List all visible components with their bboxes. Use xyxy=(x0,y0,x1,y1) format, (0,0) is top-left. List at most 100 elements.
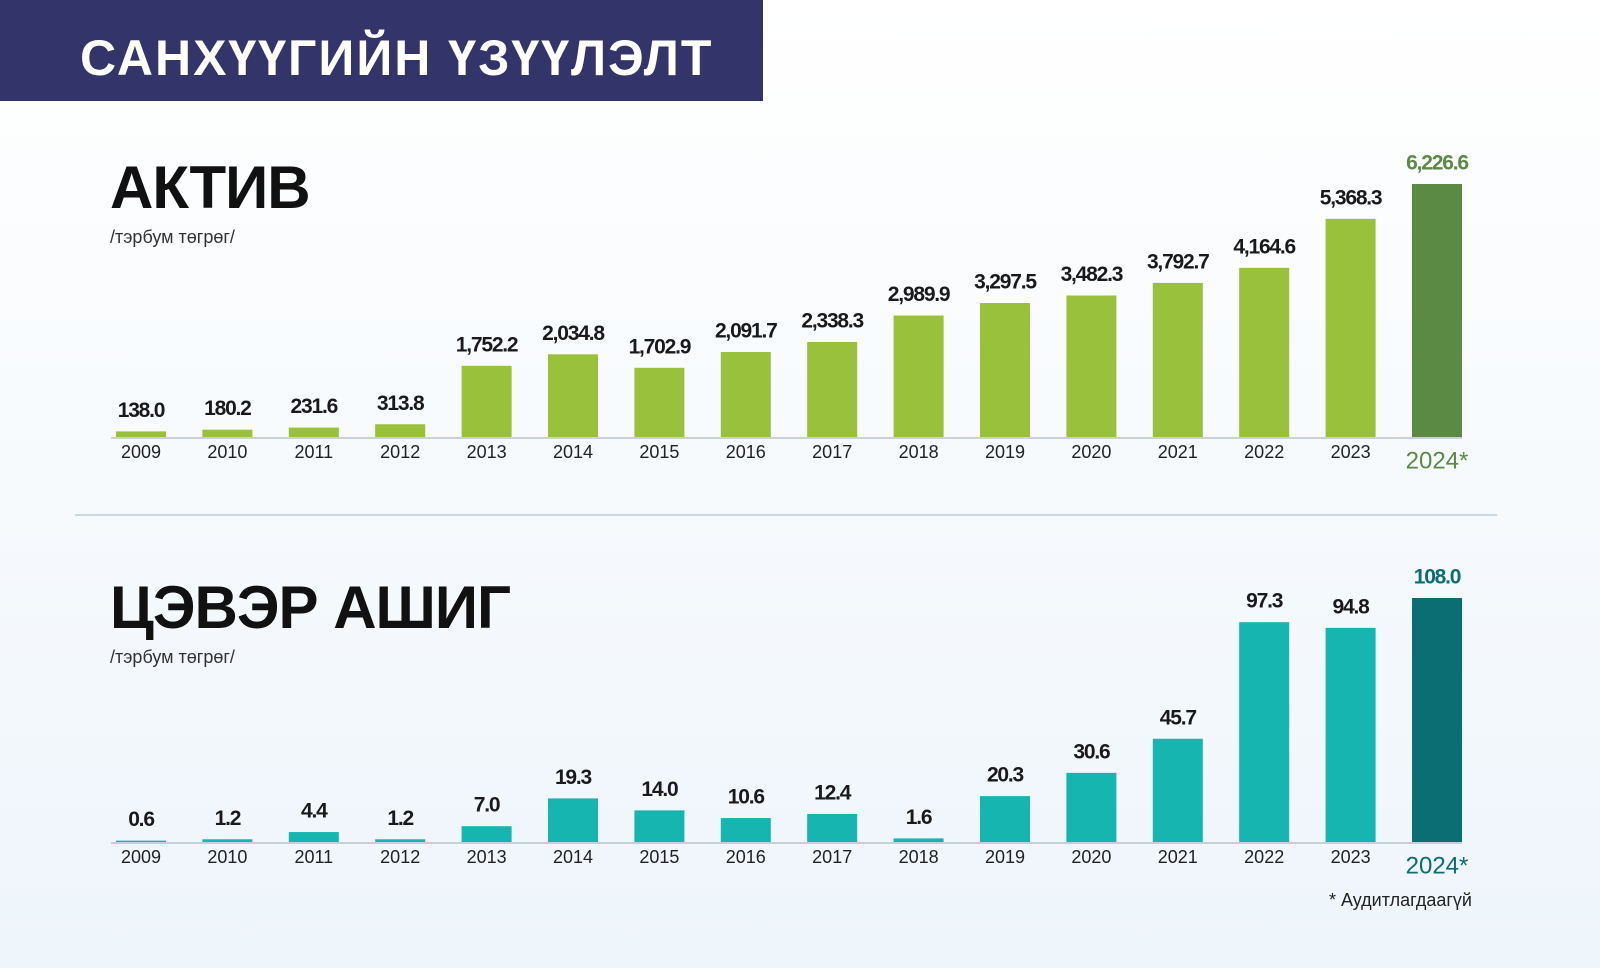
x-tick-label: 2012 xyxy=(380,442,420,462)
x-tick-label: 2020 xyxy=(1071,847,1111,867)
x-tick-label: 2023 xyxy=(1331,442,1371,462)
value-label: 20.3 xyxy=(987,764,1024,787)
value-label: 1.2 xyxy=(215,807,241,830)
x-tick-label: 2021 xyxy=(1158,442,1198,462)
x-tick-label: 2017 xyxy=(812,442,852,462)
x-tick-label: 2016 xyxy=(726,847,766,867)
x-tick-label: 2021 xyxy=(1158,847,1198,867)
header-title: САНХҮҮГИЙН ҮЗҮҮЛЭЛТ xyxy=(80,29,713,86)
bar xyxy=(1412,598,1462,842)
value-label: 4.4 xyxy=(301,800,328,823)
bar xyxy=(288,832,339,842)
value-label: 3,297.5 xyxy=(974,271,1037,294)
value-label: 5,368.3 xyxy=(1320,186,1382,209)
bar xyxy=(461,826,512,842)
chart-title: ЦЭВЭР АШИГ xyxy=(110,574,510,641)
x-tick-label: 2012 xyxy=(380,847,420,867)
value-label: 1.2 xyxy=(387,807,413,830)
value-label: 2,091.7 xyxy=(715,320,777,343)
x-tick-label: 2023 xyxy=(1331,847,1371,867)
x-tick-label: 2022 xyxy=(1244,847,1284,867)
x-tick-label: 2024* xyxy=(1406,852,1469,879)
x-tick-label: 2018 xyxy=(899,442,939,462)
bar xyxy=(1325,218,1376,437)
bar xyxy=(1325,627,1376,842)
bar xyxy=(1152,738,1203,842)
value-label: 231.6 xyxy=(291,395,338,418)
bar xyxy=(720,352,771,437)
value-label: 4,164.6 xyxy=(1233,235,1295,258)
x-tick-label: 2010 xyxy=(207,847,247,867)
bar xyxy=(288,427,339,437)
x-tick-label: 2014 xyxy=(553,847,593,867)
value-label: 3,482.3 xyxy=(1061,263,1123,286)
header-box xyxy=(0,0,763,101)
x-tick-label: 2018 xyxy=(899,847,939,867)
value-label: 180.2 xyxy=(204,397,251,420)
value-label: 108.0 xyxy=(1414,566,1461,589)
x-tick-label: 2017 xyxy=(812,847,852,867)
bar xyxy=(980,303,1030,437)
bar xyxy=(634,810,685,842)
bar xyxy=(116,431,166,437)
bar xyxy=(893,315,944,437)
x-tick-label: 2024* xyxy=(1406,447,1469,474)
x-tick-label: 2011 xyxy=(294,442,333,462)
footnote: * Аудитлагдаагүй xyxy=(1329,890,1472,910)
bar xyxy=(202,429,253,437)
chart-subtitle: /тэрбум төгрөг/ xyxy=(110,647,235,667)
x-tick-label: 2009 xyxy=(121,442,161,462)
bar xyxy=(1239,622,1290,842)
value-label: 2,034.8 xyxy=(542,322,605,345)
bar xyxy=(461,365,512,437)
bar xyxy=(634,367,685,437)
x-tick-label: 2015 xyxy=(639,442,679,462)
value-label: 3,792.7 xyxy=(1147,250,1209,273)
bar xyxy=(1239,267,1290,437)
value-label: 1.6 xyxy=(906,806,932,829)
value-label: 1,752.2 xyxy=(456,333,518,356)
x-tick-label: 2009 xyxy=(121,847,161,867)
x-tick-label: 2015 xyxy=(639,847,679,867)
value-label: 7.0 xyxy=(474,794,500,817)
bar xyxy=(980,796,1030,842)
value-label: 45.7 xyxy=(1160,706,1197,729)
value-label: 94.8 xyxy=(1333,595,1371,618)
value-label: 14.0 xyxy=(641,778,678,801)
bar xyxy=(202,839,253,842)
x-tick-label: 2014 xyxy=(553,442,593,462)
bar xyxy=(893,838,944,842)
x-tick-label: 2020 xyxy=(1071,442,1111,462)
value-label: 12.4 xyxy=(814,782,852,805)
x-tick-label: 2011 xyxy=(294,847,333,867)
value-label: 97.3 xyxy=(1246,590,1283,613)
x-tick-label: 2022 xyxy=(1244,442,1284,462)
chart-subtitle: /тэрбум төгрөг/ xyxy=(110,227,235,247)
chart-title: АКТИВ xyxy=(110,154,310,221)
value-label: 2,989.9 xyxy=(888,283,950,306)
bar xyxy=(1066,772,1117,842)
bar xyxy=(375,424,426,437)
bar xyxy=(1152,282,1203,437)
value-label: 30.6 xyxy=(1073,740,1110,763)
value-label: 6,226.6 xyxy=(1406,152,1468,175)
value-label: 2,338.3 xyxy=(801,310,863,333)
value-label: 19.3 xyxy=(555,766,592,789)
bar xyxy=(1412,184,1462,437)
x-tick-label: 2019 xyxy=(985,442,1025,462)
bar xyxy=(548,798,598,842)
bar xyxy=(375,839,426,842)
bar xyxy=(548,354,598,437)
value-label: 0.6 xyxy=(128,808,154,831)
bar xyxy=(1066,295,1117,437)
value-label: 313.8 xyxy=(377,392,425,415)
x-tick-label: 2010 xyxy=(207,442,247,462)
x-tick-label: 2013 xyxy=(467,847,507,867)
x-tick-label: 2019 xyxy=(985,847,1025,867)
value-label: 138.0 xyxy=(118,399,165,422)
value-label: 10.6 xyxy=(728,786,765,809)
bar xyxy=(807,813,858,842)
bar xyxy=(116,840,166,842)
bar xyxy=(720,818,771,842)
